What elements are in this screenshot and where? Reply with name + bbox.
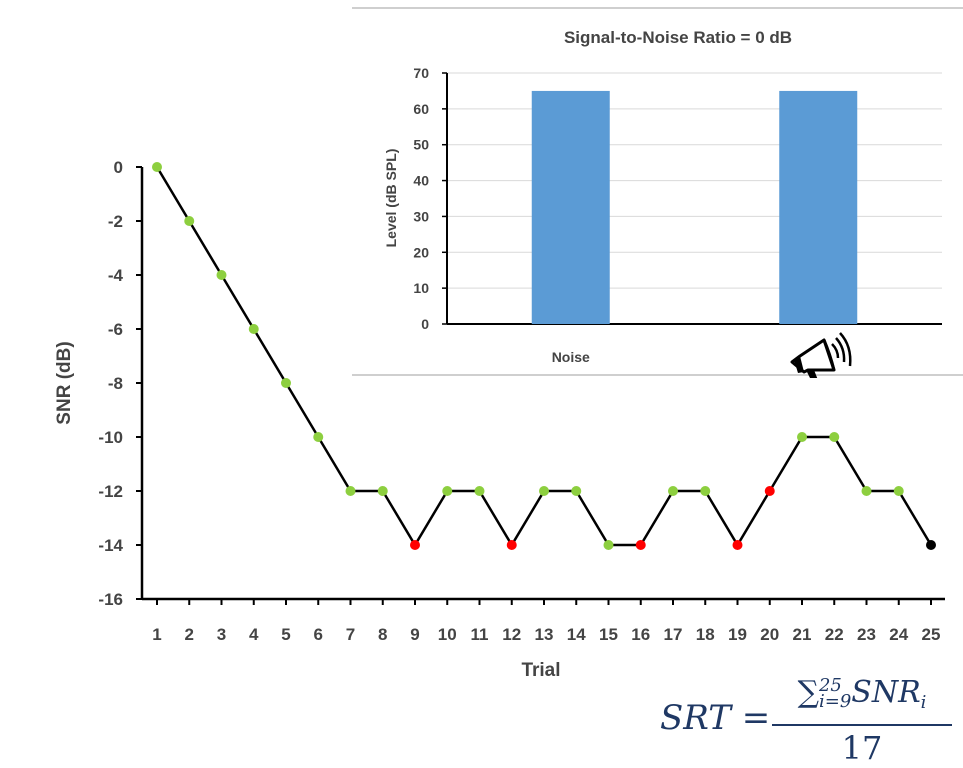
- bar: [779, 90, 858, 324]
- inset-bars: [531, 90, 858, 324]
- x-tick-label: 13: [535, 625, 554, 644]
- x-tick-label: 15: [599, 625, 618, 644]
- x-tick-label: 19: [728, 625, 747, 644]
- data-point: [797, 432, 807, 442]
- x-tick-label: 2: [185, 625, 194, 644]
- data-point: [442, 486, 453, 496]
- formula-numerator: ∑ 25 i=9 SNRi: [772, 676, 952, 720]
- data-point: [152, 162, 162, 172]
- data-point: [281, 378, 291, 388]
- snr-points: [152, 162, 936, 550]
- formula-denominator: 17: [841, 729, 883, 767]
- y-tick-label: -14: [98, 536, 123, 555]
- x-tick-label: 4: [249, 625, 259, 644]
- data-point: [893, 486, 904, 496]
- data-point: [926, 540, 936, 550]
- y-tick-label: -2: [108, 212, 123, 231]
- data-point: [571, 486, 582, 496]
- x-tick-label: 16: [631, 625, 650, 644]
- data-point: [732, 540, 743, 550]
- data-point: [603, 540, 614, 550]
- main-axes: [136, 166, 945, 605]
- data-point: [764, 486, 775, 496]
- x-tick-label: 3: [217, 625, 226, 644]
- data-point: [506, 540, 517, 550]
- term-subscript: i: [920, 692, 927, 713]
- snr-bar-chart: Signal-to-Noise Ratio = 0 dB 0 10 20 30 40 50…: [352, 7, 963, 378]
- formula-fraction: ∑ 25 i=9 SNRi 17: [772, 676, 952, 768]
- inset-gridlines: [442, 72, 942, 325]
- x-tick-label: 11: [471, 625, 489, 644]
- sum-symbol: ∑: [797, 675, 819, 710]
- x-tick-label: 12: [502, 625, 521, 644]
- inset-title: Signal-to-Noise Ratio = 0 dB: [564, 28, 792, 47]
- data-point: [539, 486, 549, 496]
- y-axis-label: SNR (dB): [54, 341, 75, 424]
- srt-formula: SRT = ∑ 25 i=9 SNRi 17: [660, 676, 960, 768]
- y-tick-label: -6: [108, 320, 123, 339]
- y-tick-label: -8: [108, 374, 123, 393]
- x-tick-label: 6: [314, 625, 323, 644]
- y-tick-label: -10: [98, 428, 123, 447]
- data-point: [184, 216, 195, 226]
- x-tick-label: 20: [760, 625, 779, 644]
- inset-y-tick-label: 20: [413, 244, 429, 260]
- data-point: [700, 486, 711, 496]
- data-point: [410, 540, 420, 550]
- x-tick-label: 9: [410, 625, 419, 644]
- x-tick-label: 10: [438, 625, 457, 644]
- x-tick-label: 8: [378, 625, 387, 644]
- data-point: [377, 486, 388, 496]
- inset-y-tick-label: 0: [421, 316, 429, 332]
- x-tick-label: 25: [922, 625, 941, 644]
- x-tick-label: 21: [793, 625, 812, 644]
- snr-bar-chart-panel: Signal-to-Noise Ratio = 0 dB 0 10 20 30 40 50…: [352, 6, 963, 378]
- data-point: [248, 324, 259, 334]
- data-point: [668, 486, 678, 496]
- x-tick-label: 5: [281, 625, 290, 644]
- x-tick-label: 1: [152, 625, 161, 644]
- data-point: [635, 540, 646, 550]
- x-axis-label: Trial: [521, 660, 560, 681]
- term: SNR: [851, 675, 921, 710]
- y-tick-label: 0: [114, 158, 123, 177]
- formula-lhs: SRT =: [660, 698, 771, 738]
- x-tick-label: 24: [889, 625, 908, 644]
- x-tick-label: 23: [857, 625, 876, 644]
- fraction-bar: [772, 724, 952, 726]
- inset-y-tick-label: 50: [413, 137, 429, 153]
- megaphone-icon: [790, 332, 852, 378]
- inset-category-label: Noise: [552, 349, 590, 365]
- inset-y-tick-label: 30: [413, 208, 429, 224]
- y-tick-label: -4: [108, 266, 124, 285]
- inset-category-labels: Noise: [552, 349, 590, 365]
- inset-y-tick-label: 40: [413, 173, 429, 189]
- sum-lower: i=9: [818, 691, 852, 712]
- inset-y-tick-label: 10: [413, 280, 429, 296]
- y-tick-labels: 0 -2 -4 -6 -8 -10 -12 -14 -16: [98, 158, 123, 609]
- inset-y-tick-label: 60: [413, 101, 429, 117]
- y-tick-label: -12: [98, 482, 123, 501]
- bar: [531, 90, 610, 324]
- data-point: [829, 432, 840, 442]
- x-tick-label: 22: [825, 625, 844, 644]
- y-tick-label: -16: [98, 590, 123, 609]
- data-point: [861, 486, 872, 496]
- data-point: [313, 432, 324, 442]
- x-tick-label: 18: [696, 625, 715, 644]
- data-point: [474, 486, 485, 496]
- inset-y-axis-label: Level (dB SPL): [383, 149, 399, 248]
- data-point: [216, 270, 227, 280]
- x-tick-label: 7: [346, 625, 355, 644]
- inset-y-tick-labels: 0 10 20 30 40 50 60 70: [413, 65, 429, 332]
- x-tick-label: 17: [664, 625, 683, 644]
- data-point: [345, 486, 356, 496]
- inset-y-tick-label: 70: [413, 65, 429, 81]
- x-tick-label: 14: [567, 625, 586, 644]
- x-tick-labels: 1 2 3 4 5 6 7 8 9 10 11 12 13 14 15 16 17 18 19 20 21 22 23 24 2…: [152, 625, 940, 644]
- sum-upper: 25: [818, 675, 842, 696]
